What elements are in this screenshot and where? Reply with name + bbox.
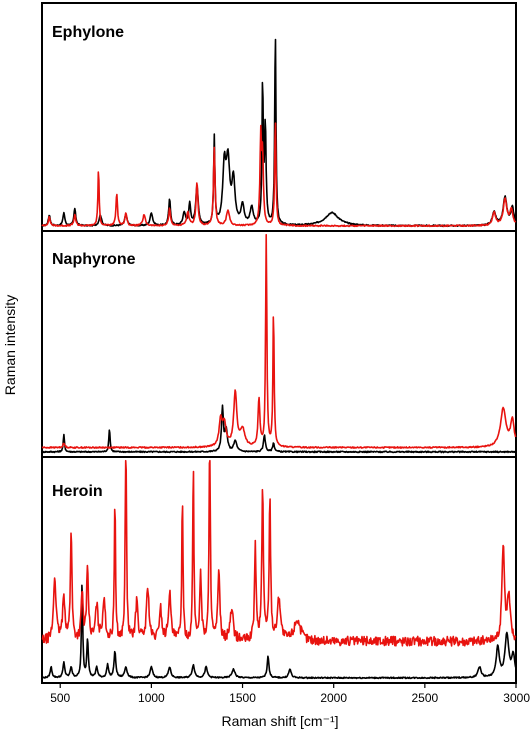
- x-tick-label: 1000: [138, 691, 165, 705]
- spectra-lines: [41, 38, 517, 228]
- x-tick-label: 2500: [411, 691, 438, 705]
- black-spectrum-line: [41, 584, 517, 680]
- spectra-lines: [41, 233, 517, 454]
- panel-heroin: Heroin: [41, 456, 517, 684]
- black-spectrum-line: [41, 404, 516, 454]
- panel-title: Heroin: [52, 483, 103, 500]
- x-axis: 500 1000 1500 2000 2500 3000: [50, 683, 530, 705]
- black-spectrum-line: [41, 38, 517, 228]
- panel-title: Ephylone: [52, 24, 124, 41]
- red-spectrum-line: [41, 122, 517, 228]
- x-tick-label: 1500: [229, 691, 256, 705]
- spectra-lines: [41, 459, 517, 680]
- x-axis-title: Raman shift [cm⁻¹]: [221, 713, 338, 729]
- panel-frame: [41, 456, 517, 684]
- red-spectrum-line: [41, 233, 517, 449]
- x-tick-label: 500: [50, 691, 70, 705]
- panel-title: Naphyrone: [52, 251, 136, 268]
- x-tick-label: 2000: [320, 691, 347, 705]
- y-axis-title: Raman intensity: [2, 295, 18, 395]
- panel-naphyrone: Naphyrone: [41, 230, 517, 458]
- x-tick-label: 3000: [503, 691, 530, 705]
- panel-ephylone: Ephylone: [41, 2, 517, 232]
- red-spectrum-line: [41, 459, 517, 647]
